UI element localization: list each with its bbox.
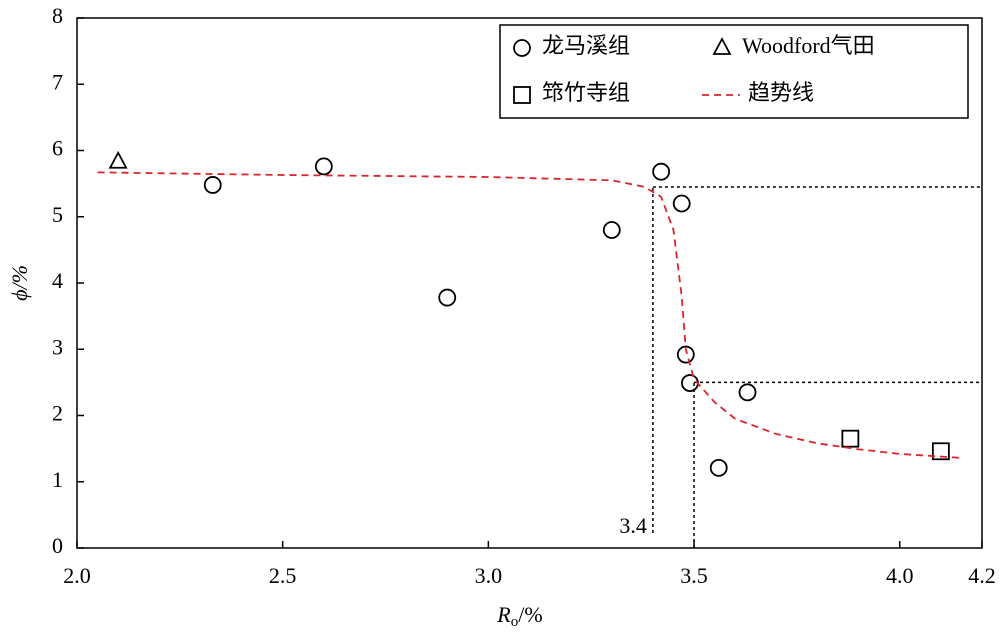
legend-label: Woodford气田 [742,33,875,58]
x-tick-label: 2.5 [269,563,297,588]
legend-swatch [513,39,531,57]
legend-label: 龙马溪组 [542,33,630,58]
y-tick-label: 3 [52,334,63,359]
point [108,150,128,169]
point [314,157,333,176]
point [931,442,950,461]
y-tick-label: 8 [52,3,63,28]
legend-frame [499,24,969,119]
y-tick-label: 0 [52,533,63,558]
point [676,345,695,364]
x-label-unit: /% [518,602,542,627]
x-label-subscript: o [511,614,519,630]
y-tick-label: 4 [52,268,63,293]
x-tick-label: 2.0 [63,563,91,588]
point [652,162,671,181]
x-tick-label: 4.0 [886,563,914,588]
point [672,194,691,213]
y-tick-label: 5 [52,202,63,227]
annotation: 3.4 [619,513,647,538]
y-axis-label: ϕ/% [7,265,32,301]
x-axis-label: Ro/% [496,602,542,630]
x-tick-label: 3.5 [680,563,708,588]
legend-label: 趋势线 [748,80,814,105]
x-label-symbol: R [496,602,511,627]
point [709,458,728,477]
y-tick-label: 2 [52,401,63,426]
y-tick-label: 7 [52,69,63,94]
legend-swatch [513,86,531,104]
x-tick-label: 4.2 [968,563,996,588]
point [738,383,757,402]
legend-swatch [712,37,732,55]
y-tick-label: 1 [52,467,63,492]
trend-line [97,171,962,459]
point [841,429,860,448]
point [438,288,457,307]
legend-label: 筇竹寺组 [542,80,630,105]
y-tick-label: 6 [52,136,63,161]
point [203,176,222,194]
x-tick-label: 3.0 [475,563,503,588]
point [602,221,621,239]
